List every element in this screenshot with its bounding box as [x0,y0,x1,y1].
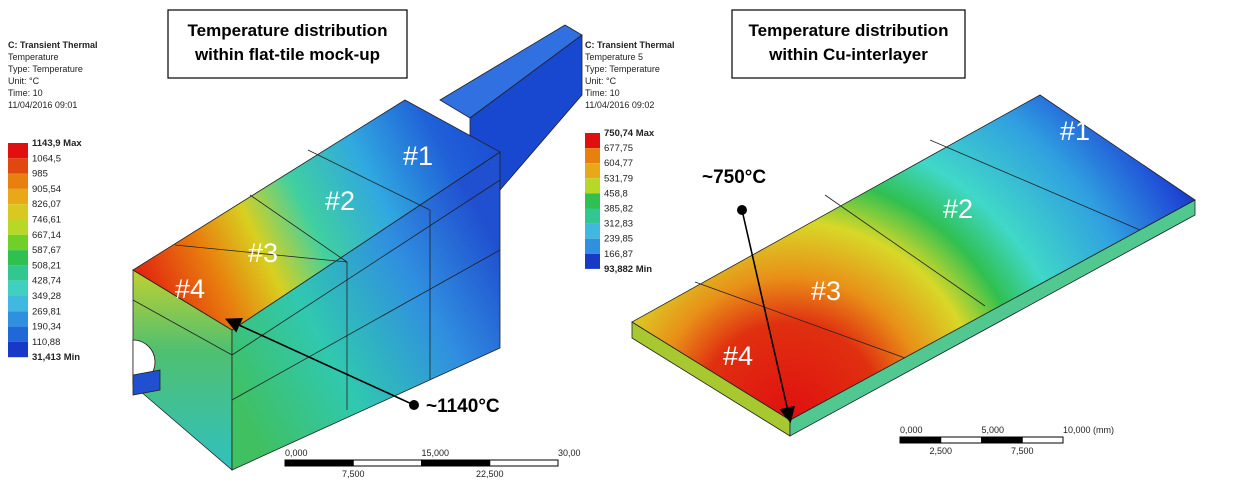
colorbar-swatch [8,220,28,235]
legend-header: 11/04/2016 09:01 [8,100,77,110]
legend-header: C: Transient Thermal [8,40,98,50]
legend-label: 750,74 Max [604,128,655,139]
colorbar-swatch [8,204,28,219]
scale-segment [490,460,558,466]
legend-label: 905,54 [32,184,61,195]
legend-label: 746,61 [32,215,61,226]
scale-label: 7,500 [342,469,365,479]
scale-label: 0,000 [900,425,923,435]
colorbar-swatch [8,327,28,342]
scale-label: 5,000 [982,425,1005,435]
scale-label: 7,500 [1011,446,1034,456]
colorbar-swatch [585,193,600,208]
legend-header: 11/04/2016 09:02 [585,100,654,110]
scale-segment [941,437,982,443]
annotation-dot [409,400,419,410]
legend-label: 93,882 Min [604,264,652,275]
legend-label: 667,14 [32,230,61,241]
colorbar-swatch [8,265,28,280]
figure: Temperature distribution within flat-tile… [0,0,1235,482]
scale-label: 2,500 [929,446,952,456]
colorbar-swatch [585,239,600,254]
tile-label: #2 [325,186,355,216]
tile-label: #2 [943,194,973,224]
colorbar-swatch [8,281,28,296]
colorbar-swatch [8,174,28,189]
legend-label: 349,28 [32,291,61,302]
legend-header: Temperature 5 [585,52,643,62]
legend-label: 508,21 [32,260,61,271]
colorbar-swatch [8,235,28,250]
legend-label: 110,88 [32,337,60,348]
colorbar-swatch [8,296,28,311]
legend-label: 677,75 [604,143,633,154]
title-line: within Cu-interlayer [768,45,928,64]
scale-segment [285,460,353,466]
annotation-dot [737,205,747,215]
legend-label: 239,85 [604,234,633,245]
scale-segment [982,437,1023,443]
scale-label: 10,000 (mm) [1063,425,1114,435]
colorbar-swatch [8,143,28,158]
title-line: within flat-tile mock-up [194,45,380,64]
legend-header: Temperature [8,52,59,62]
right-model [632,95,1195,436]
legend-label: 604,77 [604,158,633,169]
legend-header: Type: Temperature [8,64,83,74]
legend-label: 531,79 [604,173,633,184]
annotation: ~750°C [702,167,766,188]
legend-header: Type: Temperature [585,64,660,74]
tile-label: #1 [1060,116,1090,146]
legend-header: C: Transient Thermal [585,40,675,50]
scale-segment [422,460,490,466]
title-line: Temperature distribution [188,21,388,40]
colorbar-swatch [585,148,600,163]
legend-label: 458,8 [604,188,628,199]
left-model [133,25,582,470]
scale-segment [900,437,941,443]
legend-label: 269,81 [32,306,61,317]
tile-label: #3 [248,238,278,268]
scale-segment [1022,437,1063,443]
colorbar-swatch [8,189,28,204]
scale-label: 15,000 [422,448,450,458]
legend-label: 587,67 [32,245,61,256]
tile-label: #4 [175,274,205,304]
legend-label: 31,413 Min [32,352,80,363]
tile-label: #4 [723,341,753,371]
tile-label: #1 [403,141,433,171]
legend-label: 385,82 [604,204,633,215]
colorbar-swatch [585,254,600,269]
legend-label: 166,87 [604,249,633,260]
colorbar-swatch [585,178,600,193]
scale-segment [353,460,421,466]
colorbar-swatch [585,133,600,148]
legend-label: 826,07 [32,199,61,210]
colorbar-swatch [8,250,28,265]
scale-label: 22,500 [476,469,504,479]
colorbar-swatch [585,209,600,224]
legend-label: 312,83 [604,219,633,230]
title-line: Temperature distribution [749,21,949,40]
colorbar-swatch [585,163,600,178]
colorbar-swatch [8,158,28,173]
tile-label: #3 [811,276,841,306]
legend-header: Time: 10 [585,88,620,98]
scale-label: 0,000 [285,448,308,458]
legend-label: 1064,5 [32,153,61,164]
legend-label: 985 [32,169,48,180]
legend-label: 190,34 [32,322,61,333]
colorbar-swatch [8,311,28,326]
colorbar-swatch [8,342,28,357]
legend-header: Unit: °C [8,76,40,86]
legend-label: 1143,9 Max [32,138,82,149]
colorbar-swatch [585,224,600,239]
scale-label: 30,00 [558,448,581,458]
legend-header: Time: 10 [8,88,43,98]
legend-label: 428,74 [32,276,61,287]
legend-header: Unit: °C [585,76,617,86]
annotation: ~1140°C [426,396,500,417]
